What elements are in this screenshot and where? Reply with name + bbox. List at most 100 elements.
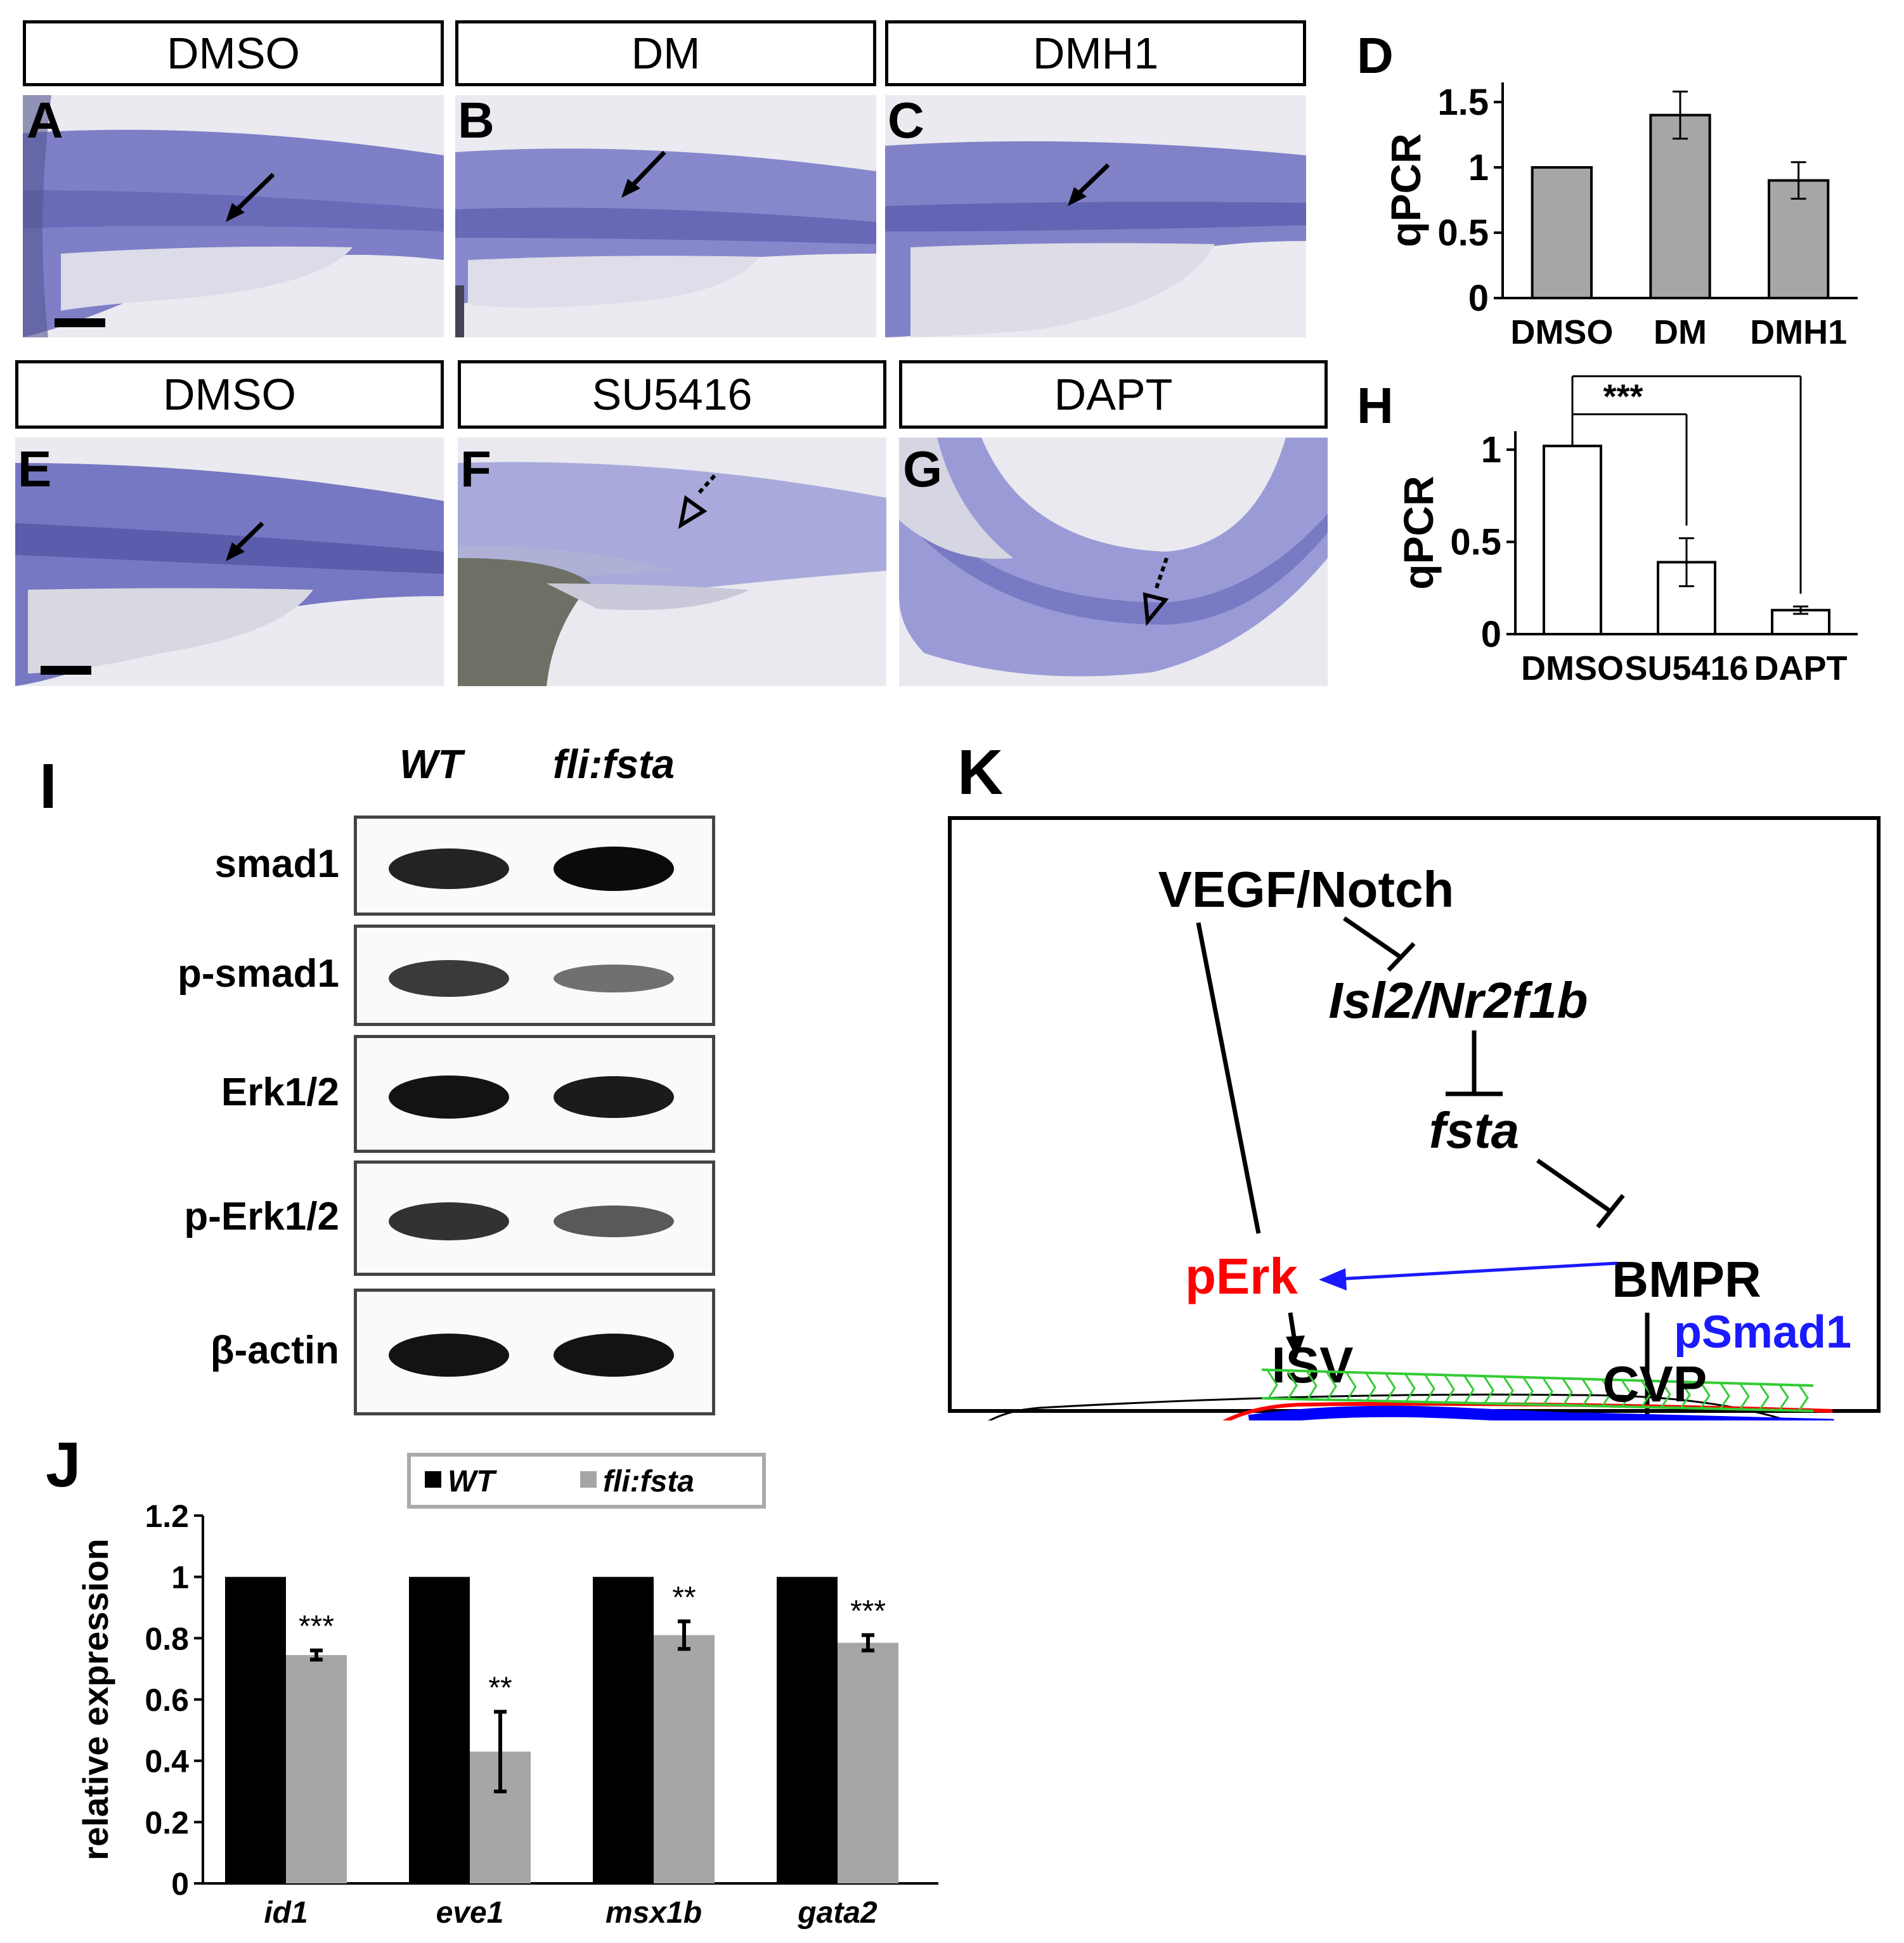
- legend-entry: fli:fsta: [603, 1465, 694, 1498]
- panel-c-embryo-photo: [885, 95, 1306, 337]
- panel-f-embryo-photo: [458, 438, 886, 686]
- blot-band: [389, 1202, 509, 1240]
- isl2-nr2f1b-node: Isl2/Nr2f1b: [1328, 972, 1588, 1029]
- legend: WT fli:fsta: [407, 1453, 766, 1509]
- y-axis-label: qPCR: [1382, 133, 1429, 247]
- vegf-to-perk-line: [1196, 922, 1261, 1234]
- panel-b-letter: B: [458, 92, 495, 148]
- isv-vessel: [1522, 1377, 1534, 1405]
- fsta-inhibits-bmpr-bar: [1596, 1193, 1625, 1229]
- fsta-node: fsta: [1429, 1102, 1519, 1159]
- pathway-diagram: VEGF/Notch Isl2/Nr2f1b fsta pErk BMPR IS…: [948, 816, 1881, 1420]
- panel-a-letter: A: [27, 92, 63, 148]
- panel-d-letter: D: [1357, 27, 1394, 84]
- fsta-inhibits-bmpr-line: [1536, 1159, 1612, 1213]
- blot-row-label: β-actin: [210, 1329, 339, 1372]
- panel-c-letter: C: [888, 92, 924, 148]
- bar-dm: [1649, 114, 1711, 300]
- y-tick-label: 0.4: [145, 1744, 189, 1779]
- panel-a-embryo-photo: [23, 95, 444, 337]
- bar-su5416: [1657, 561, 1716, 635]
- lane-header-wt: WT: [399, 741, 463, 787]
- isv-vessels: [1267, 1370, 1809, 1412]
- vegf-inhibits-isl2-line: [1343, 916, 1402, 959]
- blot-strip: [354, 1160, 715, 1276]
- isv-vessel: [1581, 1378, 1593, 1407]
- isv-vessel: [1699, 1381, 1711, 1410]
- isv-vessel: [1719, 1382, 1730, 1410]
- x-tick-label: DMSO: [1521, 649, 1624, 687]
- lane-header-fli-fsta: fli:fsta: [553, 741, 675, 787]
- blot-strip: [354, 1289, 715, 1415]
- bar-id1-wt: [225, 1576, 286, 1883]
- blot-row-label: p-smad1: [178, 952, 339, 996]
- psmad1-label: pSmad1: [1674, 1307, 1851, 1358]
- y-tick-label: 1.2: [145, 1498, 189, 1534]
- isv-vessel: [1345, 1372, 1357, 1401]
- legend-entry: WT: [448, 1465, 497, 1498]
- blot-band: [554, 965, 674, 992]
- isv-vessel: [1797, 1384, 1809, 1412]
- bar-id1-fli-fsta: [286, 1654, 347, 1883]
- blot-strip: [354, 816, 715, 916]
- isv-vessel: [1621, 1379, 1632, 1408]
- zebrafish-outline: [988, 1393, 1791, 1420]
- blot-band: [554, 1205, 674, 1237]
- y-tick-label: 1.5: [1437, 82, 1489, 123]
- significance-stars: **: [488, 1671, 512, 1705]
- x-tick-label: DAPT: [1754, 649, 1848, 687]
- y-tick-label: 0: [1468, 278, 1489, 319]
- bmpr-to-perk-arrow: [1337, 1261, 1617, 1281]
- vegf-notch-node: VEGF/Notch: [1158, 861, 1454, 918]
- y-tick-label: 1: [171, 1560, 189, 1595]
- blot-row-label: smad1: [214, 842, 339, 886]
- isv-vessel: [1660, 1381, 1671, 1408]
- isv-vessel: [1758, 1383, 1770, 1411]
- blot-strip: [354, 925, 715, 1026]
- panel-b-title: DM: [455, 20, 876, 86]
- isv-vessel: [1562, 1378, 1573, 1407]
- significance-stars: ***: [1603, 377, 1643, 415]
- y-axis-label: relative expression: [75, 1538, 115, 1860]
- x-tick-label: gata2: [797, 1896, 878, 1930]
- isv-vessel: [1385, 1373, 1396, 1403]
- cvp-node: CVP: [1603, 1356, 1707, 1412]
- bar-msx1b-wt: [593, 1576, 654, 1883]
- isv-vessel: [1483, 1375, 1494, 1405]
- panel-i-letter: I: [39, 751, 57, 822]
- blot-strip: [354, 1035, 715, 1153]
- panel-g-title: DAPT: [899, 360, 1328, 429]
- y-tick-label: 0.5: [1437, 212, 1489, 254]
- y-tick-label: 1: [1468, 147, 1489, 188]
- legend-swatch: [425, 1471, 441, 1488]
- blot-band: [389, 848, 509, 889]
- perk-node: pErk: [1185, 1248, 1298, 1304]
- x-tick-label: msx1b: [606, 1896, 702, 1930]
- isv-vessel: [1463, 1375, 1475, 1404]
- isv-vessel: [1444, 1375, 1455, 1404]
- isv-vessel: [1365, 1373, 1376, 1402]
- panel-a-title: DMSO: [23, 20, 444, 86]
- isv-vessel: [1286, 1370, 1298, 1400]
- significance-stars: ***: [299, 1610, 334, 1644]
- y-tick-label: 0.8: [145, 1621, 189, 1656]
- significance-stars: ***: [1685, 368, 1725, 377]
- isv-vessel: [1680, 1381, 1691, 1409]
- x-tick-label: DM: [1654, 313, 1707, 351]
- x-tick-label: eve1: [436, 1896, 504, 1930]
- y-axis-label: qPCR: [1395, 476, 1442, 590]
- isv-vessel: [1267, 1370, 1278, 1400]
- blot-row-label: p-Erk1/2: [184, 1195, 339, 1238]
- bar-gata2-wt: [777, 1576, 838, 1883]
- diagram-frame: [948, 816, 1881, 1413]
- isv-vessel: [1778, 1383, 1789, 1412]
- blot-band: [389, 1334, 509, 1377]
- isv-vessel: [1739, 1382, 1750, 1410]
- panel-g-letter: G: [903, 441, 943, 497]
- panel-e-embryo-photo: [15, 438, 444, 686]
- legend-swatch: [580, 1471, 597, 1488]
- y-tick-label: 0: [171, 1866, 189, 1902]
